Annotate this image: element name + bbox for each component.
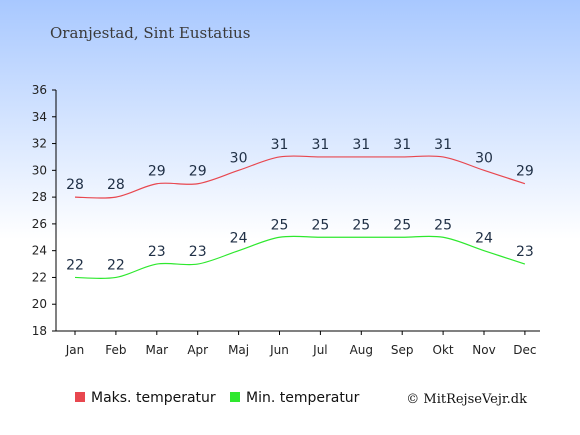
y-tick-label: 18: [32, 324, 47, 338]
data-label: 31: [271, 137, 289, 153]
series-line-min: [74, 235, 526, 280]
data-label: 30: [475, 150, 493, 166]
series-line-max: [74, 155, 526, 199]
data-label: 31: [311, 137, 329, 153]
legend-label: Maks. temperatur: [91, 390, 216, 406]
data-label: 29: [148, 164, 166, 180]
series-layer: 28 28 29 29 30 31 31 31 31 31 30 29 22 22 23 23 24 25 25 25…: [66, 137, 534, 280]
legend-label: Min. temperatur: [246, 390, 360, 406]
data-label: 31: [393, 137, 411, 153]
data-label: 31: [434, 137, 452, 153]
data-label: 23: [516, 244, 534, 260]
data-label: 29: [516, 164, 534, 180]
x-tick-label: Jan: [65, 343, 85, 357]
y-tick-label: 32: [32, 137, 47, 151]
data-label: 29: [189, 164, 207, 180]
data-label: 28: [107, 177, 125, 193]
y-tick-label: 34: [32, 110, 47, 124]
data-label: 30: [230, 150, 248, 166]
x-tick-label: Sep: [391, 343, 414, 357]
axes: 18 20 22 24 26 28 30 32 34 36 Jan Feb Mar Apr Maj Jun Ju…: [32, 83, 540, 357]
y-tick-label: 22: [32, 270, 47, 284]
chart-title: Oranjestad, Sint Eustatius: [50, 24, 250, 42]
x-tick-label: Aug: [350, 343, 373, 357]
x-tick-label: Dec: [513, 343, 536, 357]
y-tick-label: 24: [32, 244, 47, 258]
data-label: 25: [434, 217, 452, 233]
x-tick-label: Maj: [228, 343, 249, 357]
data-label: 23: [189, 244, 207, 260]
data-label: 22: [66, 257, 84, 273]
data-label: 28: [66, 177, 84, 193]
legend: Maks. temperatur Min. temperatur: [75, 390, 360, 406]
data-label: 31: [352, 137, 370, 153]
y-tick-label: 20: [32, 297, 47, 311]
data-label: 24: [230, 231, 248, 247]
x-tick-label: Feb: [105, 343, 126, 357]
y-tick-label: 28: [32, 190, 47, 204]
data-label: 25: [393, 217, 411, 233]
data-label: 25: [352, 217, 370, 233]
data-label: 24: [475, 231, 493, 247]
x-tick-label: Mar: [145, 343, 168, 357]
y-tick-label: 36: [32, 83, 47, 97]
data-label: 25: [311, 217, 329, 233]
data-label: 25: [271, 217, 289, 233]
legend-swatch: [230, 392, 240, 402]
x-tick-label: Nov: [472, 343, 495, 357]
y-tick-label: 26: [32, 217, 47, 231]
x-tick-label: Apr: [187, 343, 208, 357]
x-tick-label: Jun: [269, 343, 289, 357]
data-label: 23: [148, 244, 166, 260]
legend-swatch: [75, 392, 85, 402]
data-label: 22: [107, 257, 125, 273]
x-tick-label: Jul: [312, 343, 327, 357]
credit-text: © MitRejseVejr.dk: [406, 392, 527, 407]
x-tick-label: Okt: [433, 343, 454, 357]
y-tick-label: 30: [32, 163, 47, 177]
